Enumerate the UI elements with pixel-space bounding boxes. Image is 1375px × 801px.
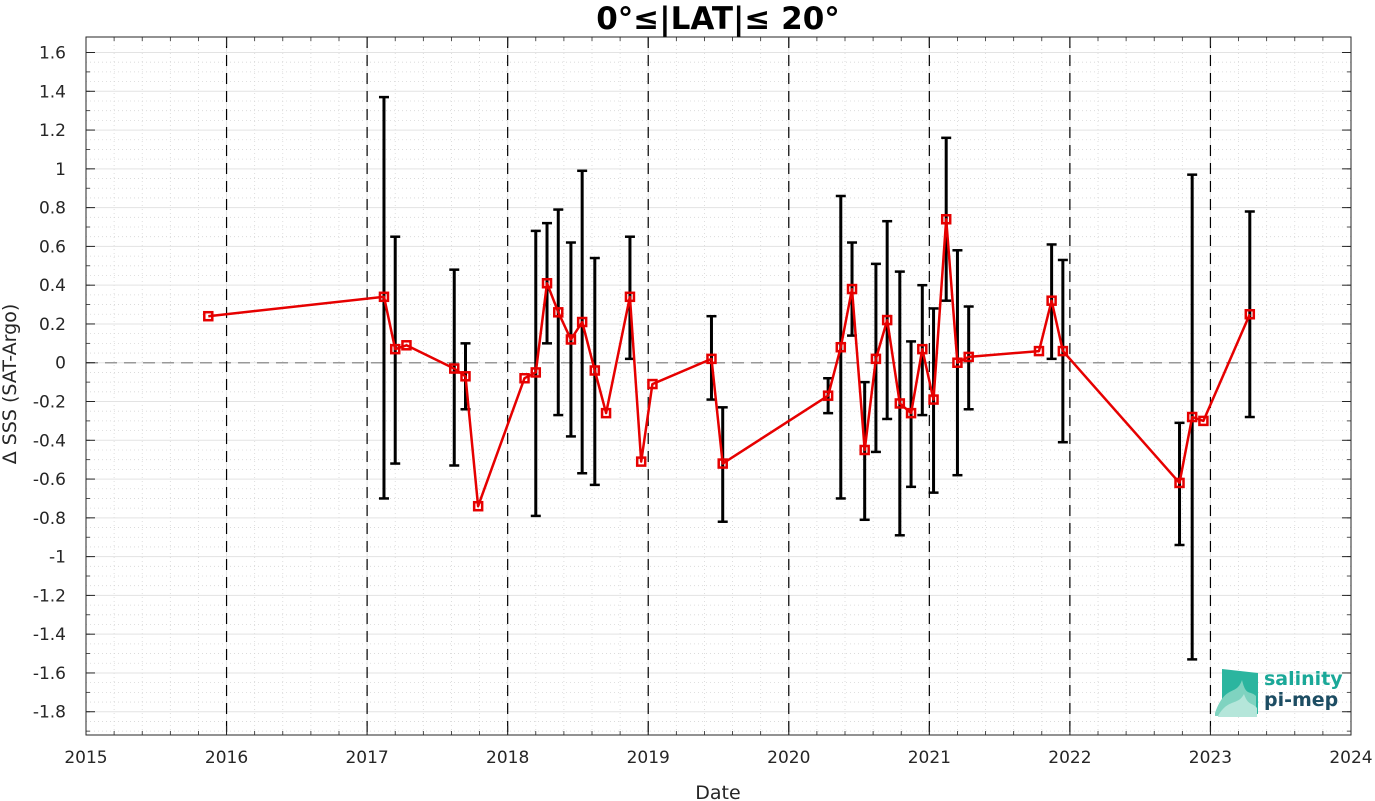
data-point (401, 340, 412, 351)
x-tick-labels: 2015 2016 2017 2018 2019 2020 2021 2022 2023 2024 (64, 748, 1372, 768)
data-point (846, 283, 858, 295)
y-tick-label: -0.6 (33, 470, 66, 490)
x-tick-label: 2016 (205, 748, 248, 768)
y-tick-label: 0.2 (39, 315, 66, 335)
y-axis-label: Δ SSS (SAT-Argo) (0, 304, 21, 464)
wave-icon (1215, 669, 1258, 717)
series-polyline (208, 218, 1251, 508)
data-point (1174, 477, 1185, 489)
axis-ticks (85, 37, 1352, 735)
data-point (940, 214, 952, 225)
data-point (378, 291, 390, 303)
y-tick-label: -1 (49, 548, 66, 568)
data-point (624, 291, 636, 303)
y-tick-label: -0.8 (33, 509, 66, 529)
y-tick-label: 0.6 (39, 237, 66, 257)
logo-line1: salinity (1264, 668, 1343, 690)
data-point (647, 378, 658, 390)
x-tick-label: 2021 (908, 748, 951, 768)
y-tick-label: 0 (55, 354, 66, 374)
y-tick-label: 1 (55, 160, 66, 180)
data-point (706, 353, 717, 365)
data-point (1033, 345, 1045, 357)
data-point (203, 310, 214, 322)
data-point (565, 334, 577, 345)
data-point (576, 316, 588, 328)
minor-grid (86, 37, 1351, 735)
data-point (859, 444, 870, 456)
y-tick-label: -1.6 (33, 664, 66, 684)
data-point (1244, 309, 1256, 320)
x-tick-label: 2024 (1329, 748, 1372, 768)
chart-title: 0°≤|LAT|≤ 20° (596, 1, 840, 37)
y-tick-label: -0.2 (33, 393, 66, 413)
data-point (822, 390, 834, 401)
data-point (870, 353, 882, 365)
logo-line2: pi-mep (1264, 689, 1338, 711)
data-point (905, 407, 917, 419)
data-point (917, 343, 928, 355)
data-point (460, 371, 471, 382)
data-point (881, 314, 893, 326)
y-tick-label: -1.2 (33, 586, 66, 606)
data-point (952, 357, 963, 368)
x-tick-label: 2015 (64, 748, 107, 768)
x-tick-label: 2023 (1189, 748, 1232, 768)
y-tick-label: 0.4 (39, 276, 66, 296)
data-point (928, 394, 939, 405)
data-point (717, 458, 728, 469)
series-markers (203, 214, 1256, 512)
y-tick-label: 1.6 (39, 44, 66, 64)
data-point (541, 277, 553, 289)
y-tick-label: -1.4 (33, 625, 66, 645)
data-point (1186, 411, 1198, 423)
data-point (963, 351, 974, 363)
data-point (1046, 295, 1057, 306)
data-point (472, 500, 484, 512)
x-tick-label: 2019 (627, 748, 670, 768)
y-tick-label: -1.8 (33, 703, 66, 723)
data-point (449, 363, 460, 374)
y-tick-labels: -1.8 -1.6 -1.4 -1.2 -1 -0.8 -0.6 -0.4 -0.2 0 0.2 0.… (33, 44, 66, 723)
data-point (835, 341, 847, 353)
data-point (635, 456, 647, 467)
data-point (1057, 345, 1069, 357)
year-dividers (225, 37, 1212, 735)
y-tick-label: -0.4 (33, 431, 66, 451)
salinity-pi-mep-logo: salinity pi-mep (1215, 668, 1343, 717)
data-point (894, 398, 906, 409)
x-tick-label: 2018 (486, 748, 529, 768)
x-axis-label: Date (695, 782, 740, 801)
x-tick-label: 2020 (767, 748, 810, 768)
data-point (553, 307, 564, 318)
x-tick-label: 2022 (1048, 748, 1091, 768)
data-point (589, 365, 601, 376)
major-grid (85, 37, 1352, 735)
y-tick-label: 1.4 (39, 82, 66, 102)
x-tick-label: 2017 (345, 748, 388, 768)
y-tick-label: 0.8 (39, 199, 66, 219)
plot-frame (85, 36, 1352, 736)
data-point (530, 367, 542, 378)
data-point (519, 372, 530, 384)
data-point (1198, 415, 1209, 427)
series-line (208, 218, 1251, 508)
data-point (389, 343, 401, 355)
data-point (600, 407, 612, 419)
y-tick-label: 1.2 (39, 121, 66, 141)
